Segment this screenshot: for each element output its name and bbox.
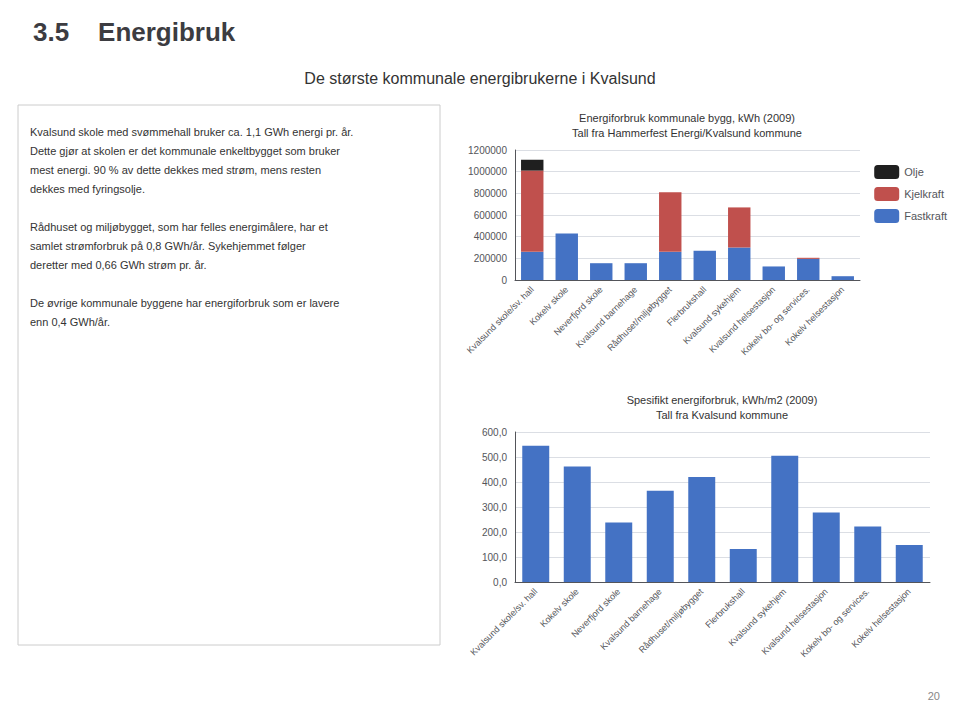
svg-text:0: 0 bbox=[501, 275, 507, 286]
svg-text:De største kommunale energibru: De største kommunale energibrukerne i Kv… bbox=[304, 70, 655, 87]
svg-text:Rådhuset/miljøbygget: Rådhuset/miljøbygget bbox=[637, 586, 706, 655]
svg-text:Tall fra Kvalsund kommune: Tall fra Kvalsund kommune bbox=[656, 409, 788, 421]
svg-text:600,0: 600,0 bbox=[482, 427, 507, 438]
svg-text:800000: 800000 bbox=[474, 188, 508, 199]
svg-text:mest energi. 90 % av dette dek: mest energi. 90 % av dette dekkes med st… bbox=[30, 164, 321, 176]
svg-text:deretter med 0,66 GWh strøm pr: deretter med 0,66 GWh strøm pr. år. bbox=[30, 259, 207, 271]
svg-text:200000: 200000 bbox=[474, 253, 508, 264]
svg-text:Flerbrukshall: Flerbrukshall bbox=[703, 586, 746, 629]
svg-text:400,0: 400,0 bbox=[482, 477, 507, 488]
svg-text:100,0: 100,0 bbox=[482, 552, 507, 563]
svg-text:500,0: 500,0 bbox=[482, 452, 507, 463]
svg-text:Kvalsund helsestasjon: Kvalsund helsestasjon bbox=[759, 586, 829, 656]
svg-text:Fastkraft: Fastkraft bbox=[904, 210, 947, 222]
svg-text:Spesifikt energiforbruk, kWh/m: Spesifikt energiforbruk, kWh/m2 (2009) bbox=[627, 394, 818, 406]
svg-text:Kokelv bo- og services.: Kokelv bo- og services. bbox=[799, 586, 872, 659]
svg-text:200,0: 200,0 bbox=[482, 527, 507, 538]
svg-text:1000000: 1000000 bbox=[468, 166, 507, 177]
svg-text:Kvalsund helsestasjon: Kvalsund helsestasjon bbox=[707, 284, 777, 354]
svg-text:Rådhuset/miljøbygget: Rådhuset/miljøbygget bbox=[605, 284, 674, 353]
svg-text:Kvalsund skole/sv. hall: Kvalsund skole/sv. hall bbox=[468, 586, 539, 657]
svg-text:De øvrige kommunale byggene ha: De øvrige kommunale byggene har energifo… bbox=[30, 297, 339, 309]
svg-text:Kvalsund barnehage: Kvalsund barnehage bbox=[598, 586, 664, 652]
svg-text:Kokelv helsestasjon: Kokelv helsestasjon bbox=[783, 284, 846, 347]
svg-text:enn 0,4 GWh/år.: enn 0,4 GWh/år. bbox=[30, 316, 110, 328]
svg-text:Kokelv skole: Kokelv skole bbox=[527, 284, 571, 328]
svg-text:Kokelv skole: Kokelv skole bbox=[538, 586, 581, 629]
svg-text:Flerbrukshall: Flerbrukshall bbox=[664, 284, 709, 328]
svg-text:20: 20 bbox=[928, 690, 940, 702]
svg-text:300,0: 300,0 bbox=[482, 502, 507, 513]
svg-text:Rådhuset og miljøbygget, som h: Rådhuset og miljøbygget, som har felles … bbox=[30, 221, 328, 233]
svg-text:Kokelv bo- og services.: Kokelv bo- og services. bbox=[739, 284, 812, 357]
svg-text:Tall fra Hammerfest Energi/Kva: Tall fra Hammerfest Energi/Kvalsund komm… bbox=[572, 127, 802, 139]
svg-text:Kvalsund skole/sv. hall: Kvalsund skole/sv. hall bbox=[465, 284, 536, 355]
svg-text:Olje: Olje bbox=[904, 166, 924, 178]
svg-text:Kvalsund skole med svømmehall: Kvalsund skole med svømmehall bruker ca.… bbox=[30, 126, 353, 138]
svg-text:600000: 600000 bbox=[474, 210, 508, 221]
svg-text:400000: 400000 bbox=[474, 231, 508, 242]
svg-text:Kvalsund sykehjem: Kvalsund sykehjem bbox=[726, 586, 789, 649]
svg-text:Neverfjord skole: Neverfjord skole bbox=[569, 586, 623, 640]
svg-text:samlet strømforbruk på 0,8 GWh: samlet strømforbruk på 0,8 GWh/år. Sykeh… bbox=[30, 240, 306, 252]
svg-text:dekkes med fyringsolje.: dekkes med fyringsolje. bbox=[30, 183, 145, 195]
svg-text:3.5 Energibruk: 3.5 Energibruk bbox=[33, 17, 236, 47]
svg-text:1200000: 1200000 bbox=[468, 145, 507, 156]
svg-text:Energiforbruk kommunale bygg,: Energiforbruk kommunale bygg, kWh (2009) bbox=[579, 112, 795, 124]
svg-text:Neverfjord skole: Neverfjord skole bbox=[551, 284, 605, 338]
svg-text:Kvalsund barnehage: Kvalsund barnehage bbox=[574, 284, 639, 349]
svg-text:0,0: 0,0 bbox=[493, 577, 507, 588]
svg-text:Kvalsund sykehjem: Kvalsund sykehjem bbox=[681, 284, 743, 346]
svg-text:Kjelkraft: Kjelkraft bbox=[904, 188, 944, 200]
svg-text:Kokelv helsestasjon: Kokelv helsestasjon bbox=[850, 586, 913, 649]
svg-text:Dette gjør at skolen er det ko: Dette gjør at skolen er det kommunale en… bbox=[30, 145, 340, 157]
